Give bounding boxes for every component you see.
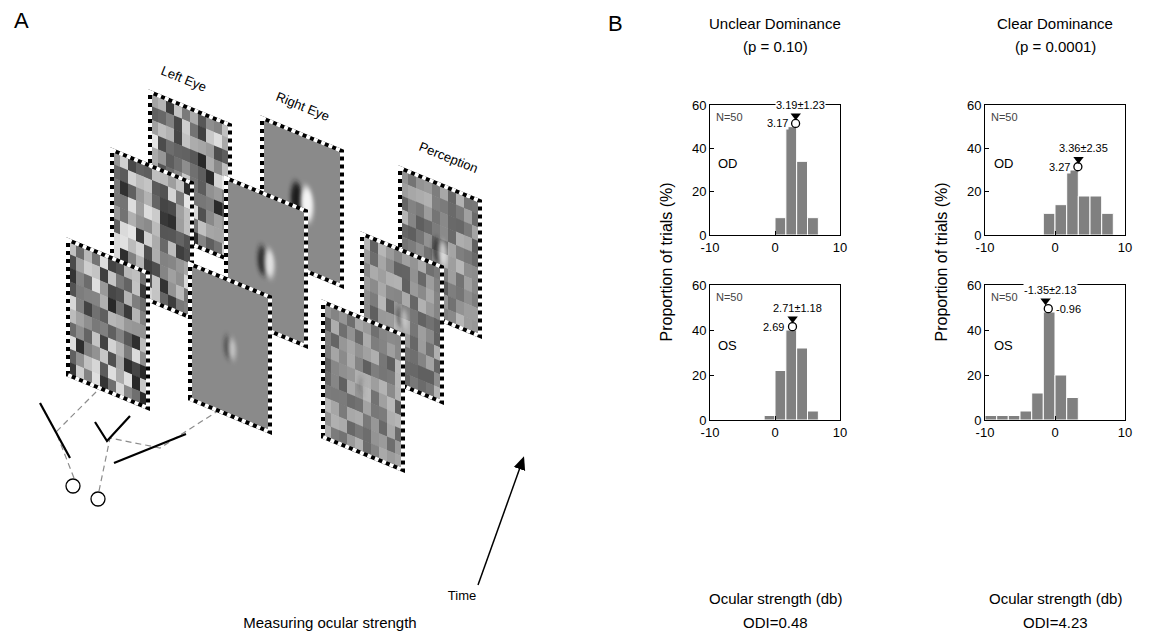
svg-text:40: 40 (692, 141, 706, 156)
svg-text:(p = 0.0001): (p = 0.0001) (1015, 38, 1096, 55)
svg-text:Unclear Dominance: Unclear Dominance (709, 15, 841, 32)
svg-text:0: 0 (699, 413, 706, 428)
svg-text:10: 10 (833, 425, 847, 440)
svg-text:Time: Time (448, 588, 476, 603)
svg-text:60: 60 (692, 98, 706, 113)
svg-text:ODI=4.23: ODI=4.23 (1023, 614, 1088, 631)
svg-text:20: 20 (967, 184, 981, 199)
svg-text:20: 20 (692, 368, 706, 383)
svg-text:60: 60 (967, 278, 981, 293)
svg-text:2.71±1.18: 2.71±1.18 (773, 302, 822, 314)
svg-text:40: 40 (692, 323, 706, 338)
svg-text:A: A (14, 8, 29, 33)
svg-text:Clear Dominance: Clear Dominance (997, 15, 1113, 32)
svg-text:ODI=0.48: ODI=0.48 (743, 614, 808, 631)
svg-text:-10: -10 (701, 240, 720, 255)
svg-text:OD: OD (994, 156, 1014, 171)
svg-text:3.27: 3.27 (1049, 161, 1070, 173)
svg-text:3.36±2.35: 3.36±2.35 (1059, 142, 1108, 154)
svg-text:N=50: N=50 (991, 111, 1018, 123)
svg-text:0: 0 (1051, 240, 1058, 255)
svg-text:(p = 0.10): (p = 0.10) (743, 38, 808, 55)
svg-text:Ocular strength (db): Ocular strength (db) (989, 590, 1122, 607)
svg-text:0: 0 (771, 240, 778, 255)
svg-text:N=50: N=50 (991, 291, 1018, 303)
svg-text:OS: OS (994, 338, 1013, 353)
svg-text:N=50: N=50 (716, 291, 743, 303)
svg-text:60: 60 (967, 98, 981, 113)
svg-text:-10: -10 (976, 240, 995, 255)
svg-text:20: 20 (692, 184, 706, 199)
svg-text:OD: OD (718, 156, 738, 171)
svg-text:0: 0 (1051, 425, 1058, 440)
svg-text:-10: -10 (701, 425, 720, 440)
svg-text:B: B (608, 11, 623, 36)
svg-text:-10: -10 (976, 425, 995, 440)
svg-text:Proportion of trials (%): Proportion of trials (%) (933, 182, 950, 341)
svg-text:10: 10 (1118, 240, 1132, 255)
svg-text:0: 0 (974, 413, 981, 428)
svg-text:0: 0 (699, 228, 706, 243)
svg-text:-0.96: -0.96 (1056, 303, 1081, 315)
svg-text:Left Eye: Left Eye (159, 63, 209, 95)
svg-text:20: 20 (967, 368, 981, 383)
svg-text:3.17: 3.17 (767, 117, 788, 129)
svg-text:0: 0 (974, 228, 981, 243)
svg-text:60: 60 (692, 278, 706, 293)
svg-text:OS: OS (718, 338, 737, 353)
svg-text:40: 40 (967, 323, 981, 338)
svg-text:Measuring ocular strength: Measuring ocular strength (243, 614, 416, 631)
svg-text:Proportion of trials (%): Proportion of trials (%) (658, 182, 675, 341)
svg-text:-1.35±2.13: -1.35±2.13 (1024, 284, 1077, 296)
svg-text:10: 10 (833, 240, 847, 255)
svg-text:Right Eye: Right Eye (274, 89, 332, 124)
svg-text:10: 10 (1118, 425, 1132, 440)
svg-text:0: 0 (771, 425, 778, 440)
svg-text:N=50: N=50 (716, 111, 743, 123)
svg-text:Perception: Perception (417, 139, 480, 176)
svg-text:40: 40 (967, 141, 981, 156)
svg-text:Ocular strength (db): Ocular strength (db) (709, 590, 842, 607)
svg-text:2.69: 2.69 (763, 321, 784, 333)
svg-text:3.19±1.23: 3.19±1.23 (776, 99, 825, 111)
